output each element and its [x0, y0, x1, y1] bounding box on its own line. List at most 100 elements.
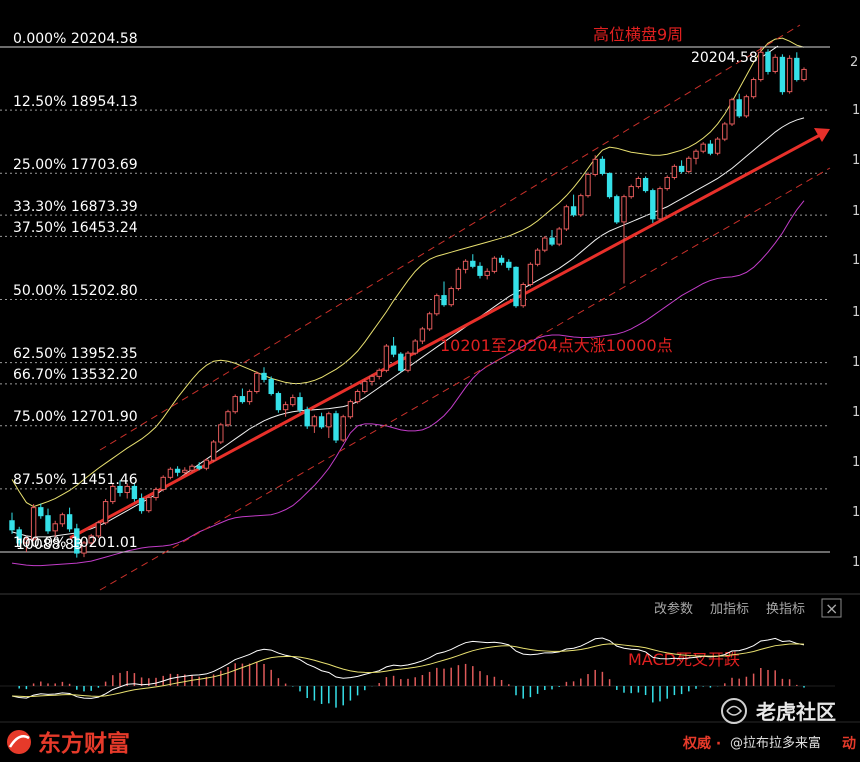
brand-logo: 东方财富 [7, 730, 130, 757]
close-icon: × [825, 599, 838, 618]
candle-up [801, 68, 807, 81]
right-tick-label: 1 [852, 555, 860, 570]
brand-logo-swoosh [8, 735, 30, 748]
candle-down [297, 397, 303, 411]
candle-up [369, 375, 375, 382]
footer-suffix-text: 动 [842, 735, 856, 752]
candle-up [693, 150, 699, 159]
add-indicator-button[interactable]: 加指标 [710, 602, 749, 617]
candle-up [383, 345, 390, 371]
candle-up [621, 196, 627, 223]
candle-down [599, 158, 606, 174]
fib-label-10: 100.0% 10201.01 [13, 535, 138, 551]
candle-up [585, 173, 591, 197]
candle-down [174, 468, 181, 473]
candle-up [534, 249, 541, 265]
candle-up [59, 514, 66, 525]
candle-up [491, 257, 498, 272]
fib-label-9: 87.50% 11451.46 [13, 472, 138, 488]
trend-line [69, 133, 821, 540]
candle-up [484, 270, 490, 276]
candle-down [304, 409, 310, 427]
close-button-frame [821, 598, 842, 618]
candlestick-series [9, 47, 807, 558]
annotations: 高位横盘9周 10201至20204点大涨10000点 MACD死叉开跌 [440, 25, 740, 669]
candle-up [722, 123, 728, 140]
candle-down [513, 266, 519, 307]
candle-down [736, 99, 742, 117]
candle-up [520, 283, 526, 307]
candle-up [671, 165, 678, 178]
candle-up [556, 228, 562, 245]
candle-down [765, 51, 771, 72]
candle-down [131, 485, 138, 500]
candle-up [592, 158, 598, 175]
candle-down [477, 265, 483, 276]
candle-up [462, 260, 469, 270]
watermark-text: 老虎社区 [756, 700, 836, 724]
candle-up [246, 391, 253, 403]
candle-down [196, 465, 202, 469]
candle-up [102, 501, 109, 524]
candle-up [758, 51, 764, 81]
right-tick-label: 1 [852, 153, 860, 168]
candle-up [182, 469, 188, 473]
candle-down [9, 520, 15, 531]
candle-down [570, 206, 577, 216]
candle-down [390, 345, 397, 355]
high-marker-label: 20204.58 [691, 50, 758, 66]
candle-up [146, 497, 152, 512]
candle-up [218, 424, 224, 443]
candle-up [743, 96, 750, 117]
right-tick-label: 1 [852, 455, 860, 470]
candle-down [441, 295, 447, 306]
brand-logo-text: 东方财富 [38, 730, 130, 757]
change-params-button[interactable]: 改参数 [654, 601, 693, 617]
candle-up [225, 411, 231, 426]
candle-down [333, 413, 339, 441]
candle-up [434, 295, 440, 315]
candle-up [426, 313, 433, 330]
fib-level-labels: 0.000% 20204.58 12.50% 18954.13 25.00% 1… [13, 31, 758, 553]
fib-label-8: 75.00% 12701.90 [13, 409, 138, 425]
footer-authority-text: 权威 · [682, 735, 721, 752]
right-tick-label: 1 [852, 355, 860, 370]
candle-up [167, 468, 174, 478]
candle-down [614, 196, 620, 223]
fib-label-0: 0.000% 20204.58 [13, 31, 138, 47]
candle-up [455, 268, 462, 290]
annotation-high-consolidation: 高位横盘9周 [593, 25, 683, 44]
brand-logo-icon [7, 730, 31, 754]
candle-up [347, 401, 354, 418]
candle-down [398, 353, 404, 371]
candle-up [254, 372, 260, 393]
fib-label-6: 62.50% 13952.35 [13, 346, 138, 362]
switch-indicator-button[interactable]: 换指标 [766, 602, 805, 617]
fib-level-lines [0, 46, 830, 553]
candle-up [628, 186, 634, 198]
candle-down [261, 372, 267, 380]
candle-up [635, 177, 642, 188]
upper-band-line [11, 37, 805, 508]
candle-up [124, 485, 130, 493]
candle-up [81, 542, 87, 554]
candle-up [729, 99, 735, 125]
candle-up [354, 391, 361, 403]
close-indicator-button[interactable]: × [821, 598, 842, 618]
candle-up [23, 538, 30, 544]
candle-up [448, 288, 454, 306]
macd-dif-line [11, 637, 805, 699]
candle-up [714, 138, 721, 154]
candle-down [707, 143, 714, 154]
candle-up [290, 397, 296, 406]
candle-up [340, 416, 346, 441]
right-tick-label: 1 [852, 505, 860, 520]
candle-down [117, 485, 123, 493]
tiger-community-icon [721, 698, 747, 724]
right-tick-label: 1 [852, 253, 860, 268]
candle-down [74, 528, 80, 554]
candle-up [282, 404, 289, 411]
candle-up [232, 396, 238, 413]
